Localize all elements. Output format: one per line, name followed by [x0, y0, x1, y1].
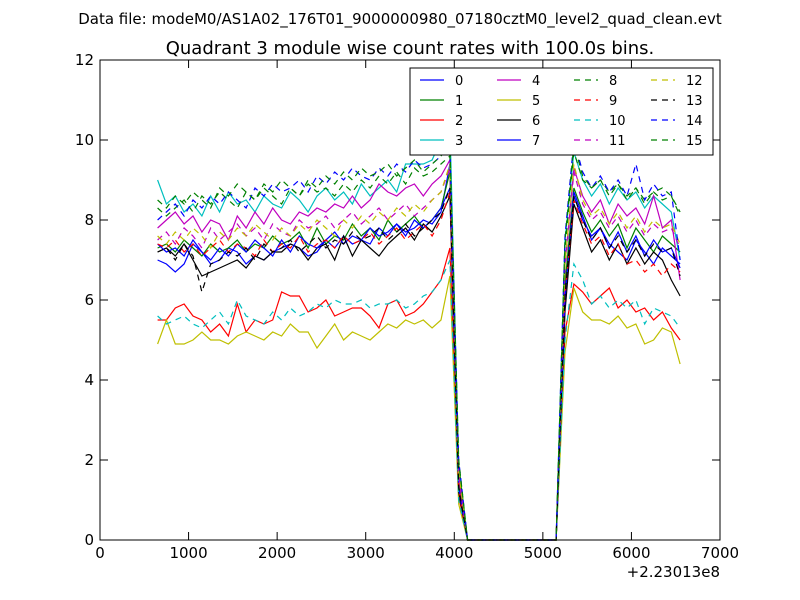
y-tick-label: 6: [84, 291, 94, 309]
x-tick-label: 7000: [701, 544, 739, 562]
legend-label-10: 10: [609, 114, 626, 129]
x-tick-label: 3000: [347, 544, 385, 562]
legend-label-14: 14: [686, 114, 703, 129]
series-line-9: [157, 191, 681, 541]
series-line-4: [157, 157, 681, 541]
x-tick-label: 0: [95, 544, 105, 562]
x-tick-label: 5000: [524, 544, 562, 562]
legend-label-5: 5: [532, 94, 540, 109]
legend-label-1: 1: [455, 94, 463, 109]
legend-label-8: 8: [609, 74, 617, 89]
legend-label-4: 4: [532, 74, 540, 89]
y-tick-label: 8: [84, 211, 94, 229]
legend-label-0: 0: [455, 74, 463, 89]
legend-label-11: 11: [609, 134, 626, 149]
x-tick-label: 2000: [258, 544, 296, 562]
legend-label-7: 7: [532, 134, 540, 149]
y-tick-label: 4: [84, 371, 94, 389]
series-line-10: [157, 259, 681, 541]
series-line-6: [157, 195, 681, 541]
chart-title: Quadrant 3 module wise count rates with …: [166, 38, 655, 59]
series-line-15: [157, 142, 681, 541]
series-line-12: [157, 163, 681, 541]
legend-label-13: 13: [686, 94, 703, 109]
series-lines: [157, 121, 681, 541]
legend-label-9: 9: [609, 94, 617, 109]
legend-label-12: 12: [686, 74, 703, 89]
x-tick-label: 1000: [169, 544, 207, 562]
y-tick-label: 2: [84, 451, 94, 469]
series-line-8: [157, 151, 681, 541]
series-line-14: [157, 139, 681, 541]
legend-label-2: 2: [455, 114, 463, 129]
series-line-13: [157, 187, 681, 541]
series-line-5: [157, 275, 681, 541]
y-tick-label: 10: [75, 131, 94, 149]
y-tick-label: 0: [84, 531, 94, 549]
legend-label-3: 3: [455, 134, 463, 149]
y-tick-label: 12: [75, 51, 94, 69]
figure-suptitle: Data file: modeM0/AS1A02_176T01_90000009…: [78, 10, 722, 29]
x-tick-label: 4000: [435, 544, 473, 562]
legend-label-6: 6: [532, 114, 540, 129]
x-offset-label: +2.23013e8: [627, 563, 720, 581]
legend-label-15: 15: [686, 134, 703, 149]
x-tick-label: 6000: [612, 544, 650, 562]
series-line-2: [157, 247, 681, 541]
